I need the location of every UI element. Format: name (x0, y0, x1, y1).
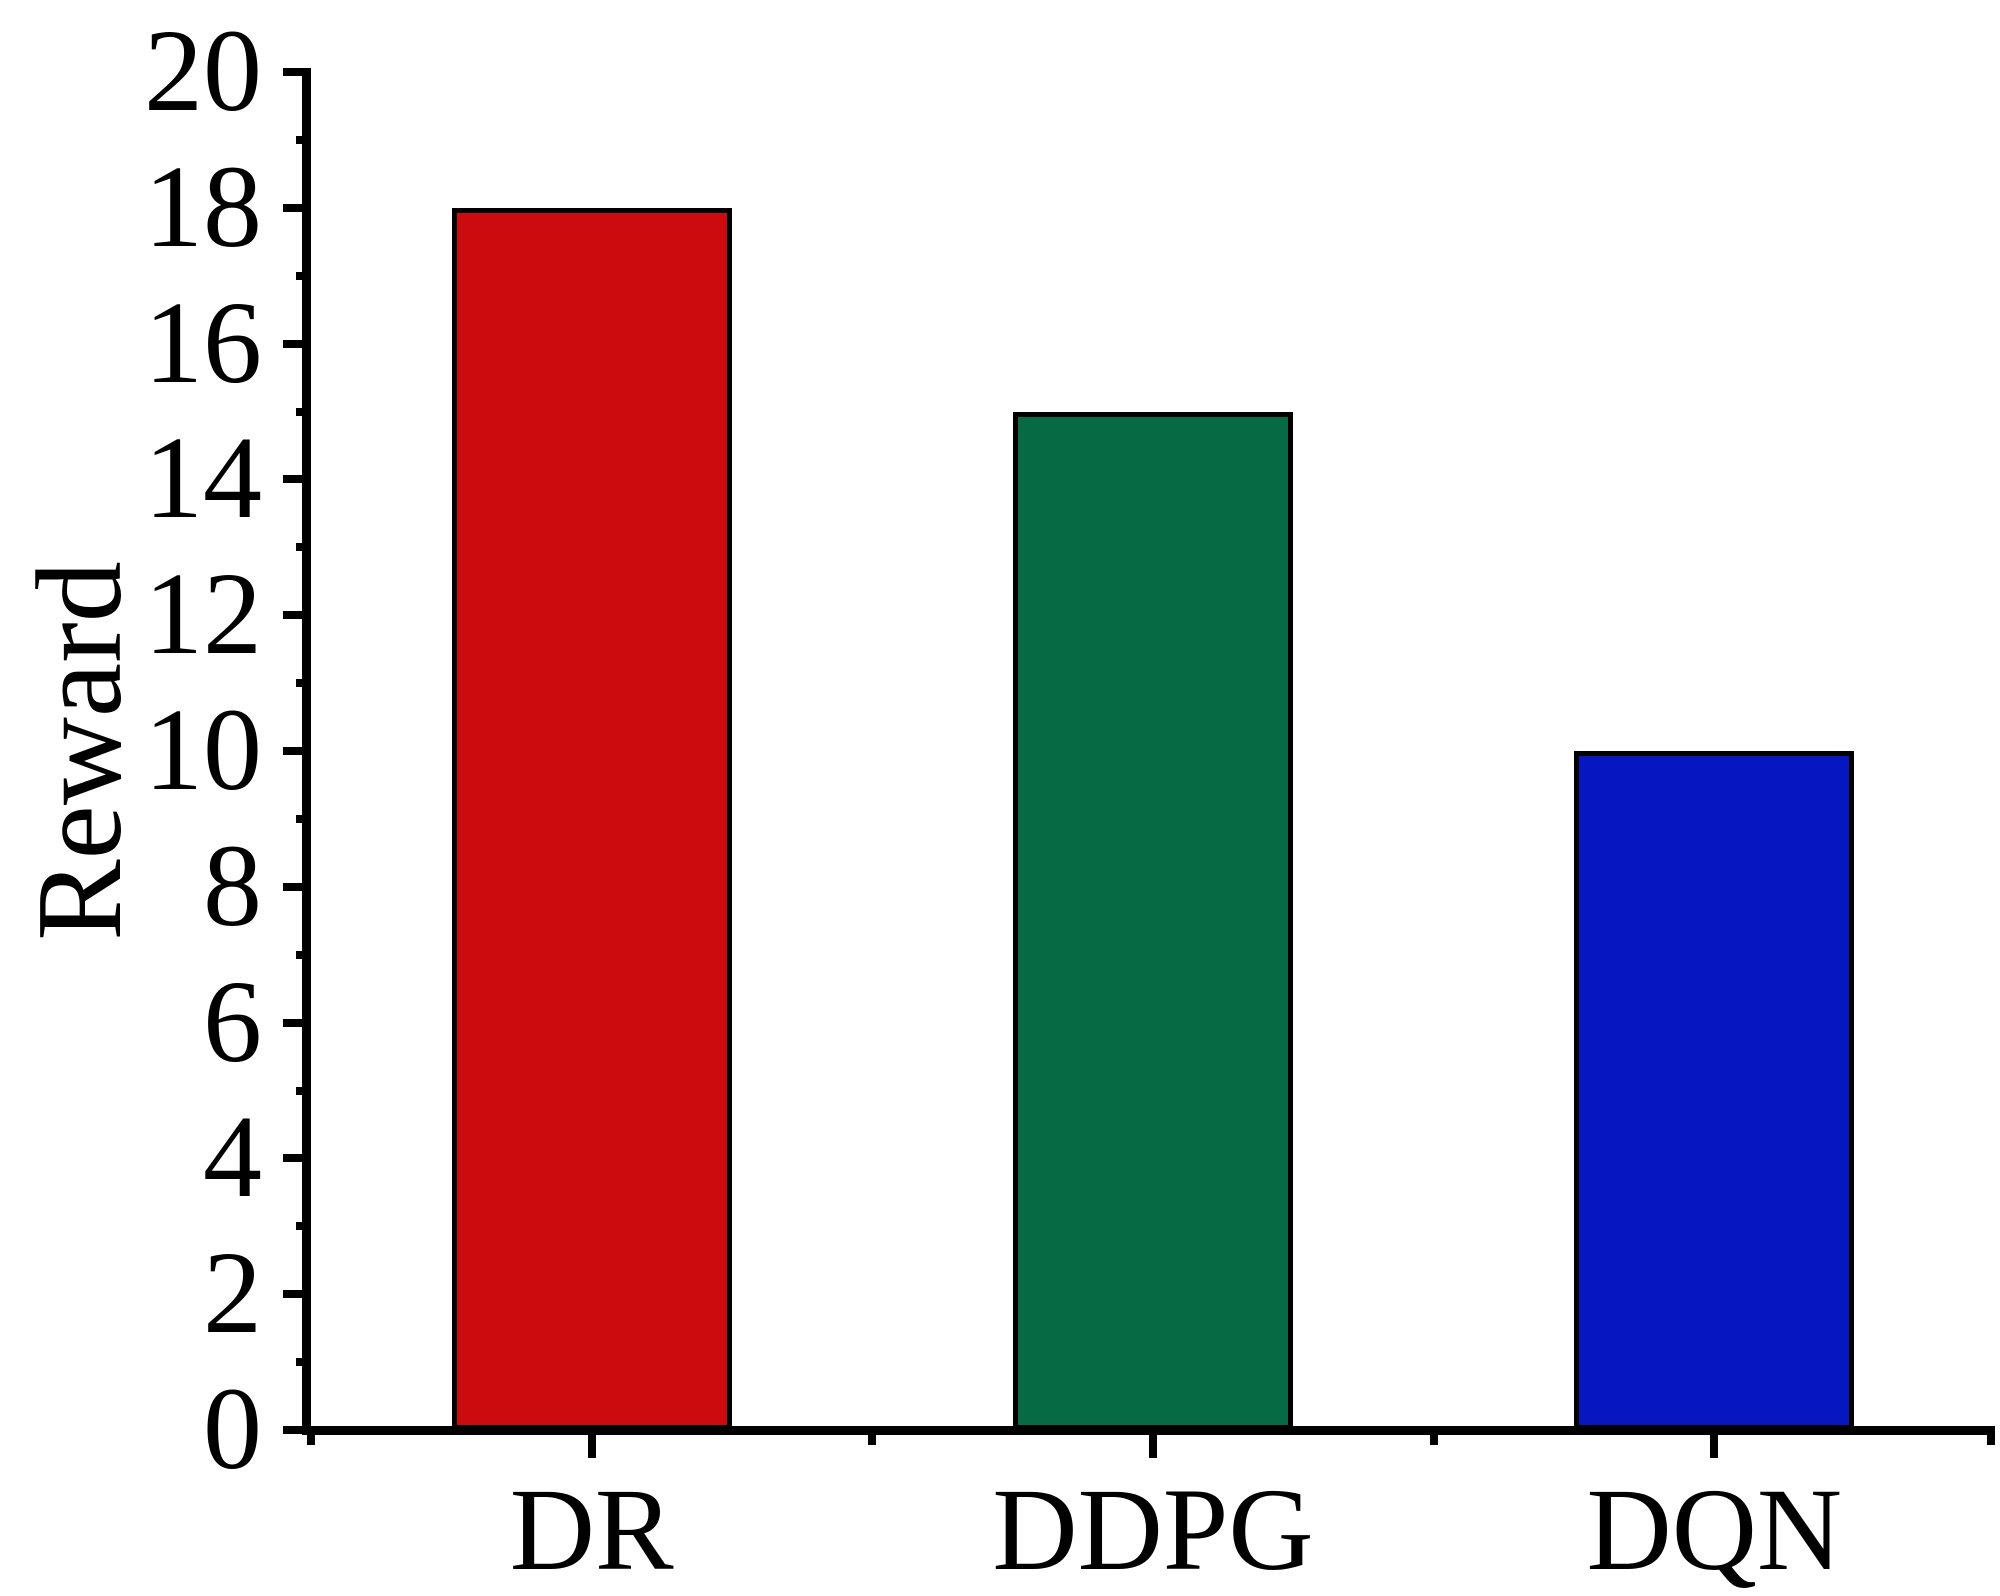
y-major-tick (283, 747, 311, 755)
y-tick-label: 10 (144, 684, 262, 815)
x-tick-label-ddpg: DDPG (992, 1464, 1314, 1595)
y-major-tick (283, 1018, 311, 1027)
x-minor-tick (1429, 1430, 1438, 1445)
x-tick-label-dr: DR (509, 1464, 674, 1595)
x-axis-line (302, 1425, 1995, 1435)
y-major-tick (283, 475, 311, 484)
y-tick-label: 20 (144, 5, 262, 136)
y-axis-line (302, 68, 311, 1434)
y-tick-label: 4 (203, 1091, 262, 1223)
y-tick-label: 12 (144, 548, 262, 680)
bar-ddpg (1013, 411, 1293, 1430)
x-minor-tick (1987, 1430, 1995, 1445)
x-major-tick (1710, 1430, 1719, 1458)
y-major-tick (283, 882, 311, 891)
y-tick-label: 2 (203, 1227, 262, 1359)
y-tick-label: 0 (203, 1363, 262, 1494)
y-major-tick (283, 68, 311, 76)
bar-dqn (1574, 751, 1855, 1430)
y-major-tick (283, 203, 311, 212)
x-minor-tick (307, 1430, 315, 1445)
y-tick-label: 16 (144, 276, 262, 408)
y-tick-label: 14 (144, 412, 262, 544)
bar-dr (451, 207, 732, 1430)
y-major-tick (283, 339, 311, 348)
y-major-tick (283, 1290, 311, 1299)
y-major-tick (283, 611, 311, 620)
x-major-tick (1149, 1430, 1157, 1458)
x-minor-tick (868, 1430, 877, 1445)
x-major-tick (587, 1430, 596, 1458)
y-tick-label: 6 (203, 955, 262, 1087)
y-major-tick (283, 1426, 311, 1434)
y-tick-label: 8 (203, 819, 262, 951)
y-major-tick (283, 1154, 311, 1163)
x-tick-label-dqn: DQN (1586, 1464, 1843, 1595)
y-tick-label: 18 (144, 140, 262, 272)
